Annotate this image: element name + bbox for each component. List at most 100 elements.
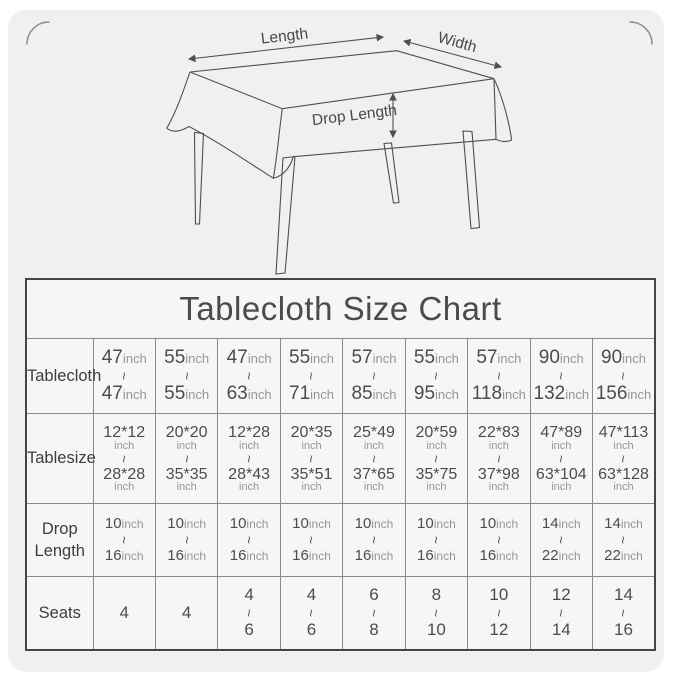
size-cell: 20*35 inch ~35*51 inch [279, 413, 344, 504]
size-value: 12 [489, 619, 509, 639]
unit-label: inch [496, 549, 519, 563]
size-value: 25*49 [353, 423, 395, 441]
unit-label: inch [121, 516, 144, 531]
size-value: 14 [541, 514, 559, 532]
unit-label: inch [627, 387, 652, 402]
unit-label: inch [308, 549, 331, 563]
size-value: 55 [413, 347, 436, 369]
unit-label: inch [308, 516, 331, 531]
size-value: 63 [226, 383, 248, 404]
size-value: 57 [351, 347, 373, 369]
size-value: 16 [292, 547, 309, 564]
unit-label: inch [176, 439, 197, 452]
size-cell: 12*12 inch ~28*28 inch [92, 413, 156, 504]
unit-label: inch [435, 387, 459, 402]
size-value: 95 [413, 383, 436, 404]
range-tilde: ~ [303, 454, 320, 463]
range-tilde: ~ [428, 454, 445, 463]
row-label-tablecloth: Tablecloth [25, 338, 101, 414]
size-cell: 10inch ~16inch [342, 503, 406, 577]
range-tilde: ~ [241, 454, 258, 463]
size-value: 14 [551, 619, 571, 639]
range-tilde: ~ [615, 608, 632, 617]
size-value: 12*12 [103, 423, 146, 441]
size-cell: 55inch ~55inch [154, 338, 219, 414]
unit-label: inch [426, 439, 447, 452]
size-cell: 10inch ~16inch [154, 503, 219, 577]
size-value: 57 [476, 347, 498, 369]
range-tilde: ~ [303, 371, 320, 381]
size-value: 16 [479, 547, 497, 564]
size-cell: 10 ~12 [467, 576, 531, 650]
size-value: 47 [226, 347, 248, 369]
drop-length-label: Drop Length [311, 102, 398, 129]
infographic-card: Length Width Drop Length Tablecloth Size… [8, 10, 664, 672]
unit-label: inch [121, 549, 144, 563]
size-value: 14 [604, 514, 621, 532]
unit-label: inch [426, 481, 447, 494]
size-value: 8 [431, 585, 442, 605]
size-value: 28*43 [228, 465, 270, 483]
unit-label: inch [488, 439, 509, 452]
size-cell: 55inch ~95inch [404, 338, 469, 414]
size-value: 22 [541, 547, 559, 564]
unit-label: inch [613, 439, 634, 452]
unit-label: inch [363, 439, 385, 452]
unit-label: inch [239, 439, 260, 452]
size-value: 35*51 [290, 465, 333, 483]
unit-label: inch [559, 351, 584, 367]
size-value: 63*128 [598, 465, 649, 483]
unit-label: inch [435, 351, 459, 367]
size-value: 47*89 [540, 423, 583, 441]
range-tilde: ~ [178, 535, 195, 545]
size-cell: 90inch ~132inch [529, 338, 594, 414]
unit-label: inch [114, 481, 135, 494]
size-cell: 14inch ~22inch [529, 503, 594, 577]
size-value: 35*35 [165, 465, 208, 483]
size-value: 4 [181, 602, 192, 622]
range-tilde: ~ [428, 371, 445, 381]
size-value: 16 [417, 547, 434, 564]
unit-label: inch [502, 387, 526, 402]
range-tilde: ~ [116, 454, 133, 463]
size-value: 55 [164, 347, 186, 369]
range-tilde: ~ [365, 454, 382, 463]
size-value: 132 [533, 383, 566, 404]
range-tilde: ~ [241, 371, 258, 381]
unit-label: inch [247, 351, 272, 367]
size-value: 16 [229, 547, 247, 564]
size-cell: 10inch ~16inch [467, 503, 531, 577]
unit-label: inch [183, 549, 206, 563]
size-value: 63*104 [535, 465, 587, 483]
size-value: 118 [471, 383, 503, 404]
size-value: 47 [101, 383, 123, 404]
size-value: 28*28 [103, 465, 146, 483]
unit-label: inch [496, 516, 519, 531]
size-cell: 47*89 inch ~63*104 inch [529, 413, 594, 504]
size-chart-table-wrap: Tablecloth Size Chart Tablecloth 47inch ~47… [25, 278, 656, 651]
unit-label: inch [622, 351, 646, 367]
unit-label: inch [565, 387, 590, 402]
unit-label: inch [246, 516, 269, 531]
range-tilde: ~ [241, 608, 258, 617]
size-value: 90 [601, 347, 623, 369]
size-value: 90 [538, 347, 560, 369]
unit-label: inch [488, 481, 509, 494]
unit-label: inch [185, 351, 210, 367]
unit-label: inch [371, 516, 394, 531]
row-label-tablesize: Tablesize [25, 413, 96, 504]
size-cell: 20*59 inch ~35*75 inch [404, 413, 469, 504]
unit-label: inch [122, 351, 147, 367]
range-tilde: ~ [553, 454, 570, 463]
size-cell: 4 ~6 [217, 576, 281, 650]
size-value: 4 [119, 602, 129, 622]
range-tilde: ~ [615, 371, 632, 381]
size-value: 10 [426, 619, 446, 639]
range-tilde: ~ [178, 371, 195, 381]
range-tilde: ~ [116, 371, 133, 381]
size-cell: 57inch ~118inch [467, 338, 531, 414]
unit-label: inch [363, 481, 385, 494]
size-cell: 47inch ~47inch [92, 338, 156, 414]
size-chart: Tablecloth Size Chart Tablecloth 47inch ~47… [25, 278, 656, 651]
range-tilde: ~ [428, 608, 445, 617]
